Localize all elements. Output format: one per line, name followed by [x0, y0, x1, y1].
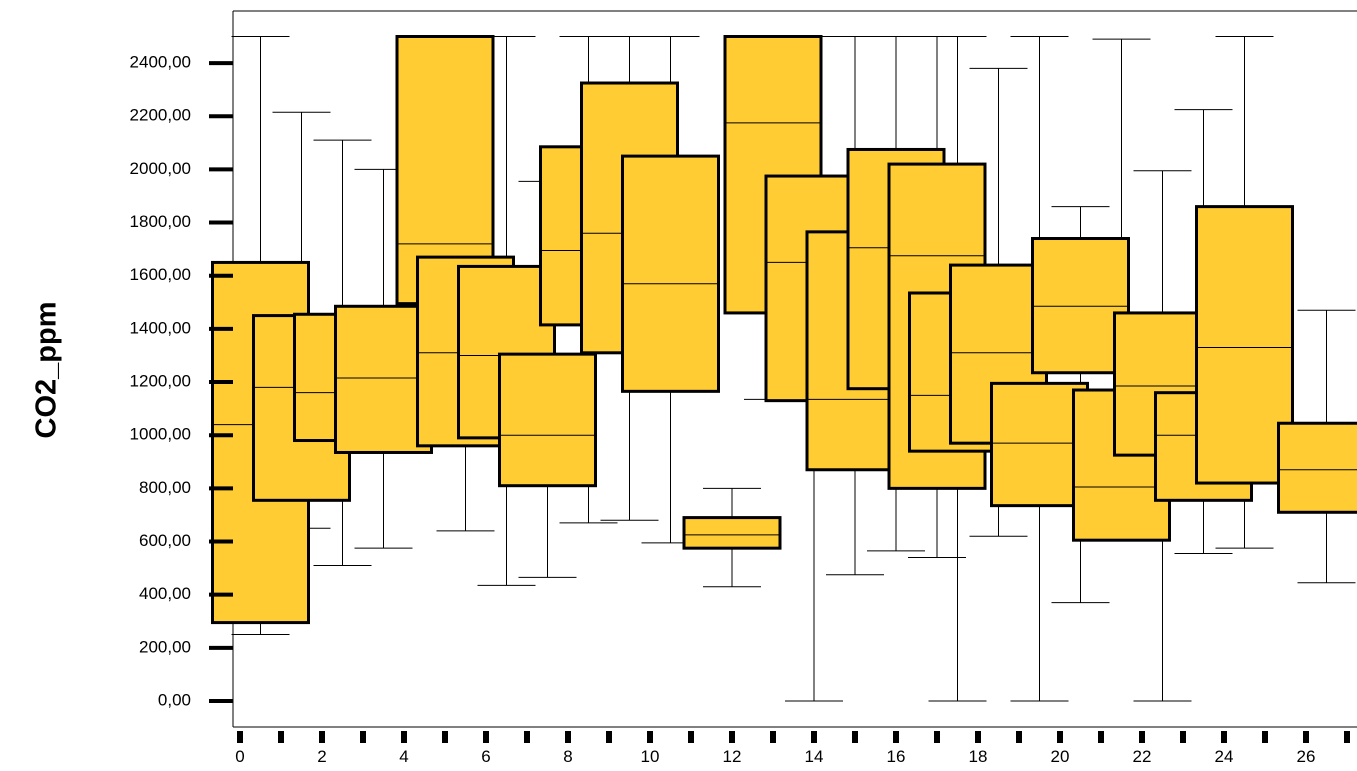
box-25: [1277, 421, 1357, 514]
y-tick-label-3: 600,00: [139, 531, 191, 550]
y-axis: 0,00 200,00 400,00 600,00 800,00 1000,00 1200,…: [130, 53, 233, 709]
y-tick-label-9: 1800,00: [130, 212, 191, 231]
box-11: [682, 516, 782, 550]
x-tick-12: [729, 731, 735, 743]
box-20: [1031, 237, 1130, 375]
boxes-group: [211, 35, 1357, 625]
y-tick-label-0: 0,00: [158, 690, 191, 709]
x-tick-26: [1303, 731, 1309, 743]
x-tick-14: [811, 731, 817, 743]
y-tick-label-2: 400,00: [139, 584, 191, 603]
x-tick-label-10: 20: [1051, 747, 1070, 766]
y-tick-label-10: 2000,00: [130, 159, 191, 178]
y-tick-label-6: 1200,00: [130, 372, 191, 391]
x-tick-21: [1098, 731, 1104, 743]
x-tick-9: [606, 731, 612, 743]
x-tick-label-3: 6: [481, 747, 490, 766]
x-tick-label-2: 4: [399, 747, 408, 766]
box-7: [498, 352, 597, 488]
y-axis-title: CO2_ppm: [31, 302, 63, 439]
x-tick-4: [401, 731, 407, 743]
box-10: [621, 154, 720, 393]
x-tick-8: [565, 731, 571, 743]
x-tick-label-7: 14: [805, 747, 824, 766]
y-tick-label-4: 800,00: [139, 478, 191, 497]
x-tick-27: [1344, 731, 1350, 743]
x-tick-15: [852, 731, 858, 743]
x-tick-6: [483, 731, 489, 743]
y-tick-label-1: 200,00: [139, 637, 191, 656]
x-tick-1: [278, 731, 284, 743]
x-tick-label-6: 12: [723, 747, 742, 766]
x-tick-24: [1221, 731, 1227, 743]
x-tick-label-13: 26: [1297, 747, 1316, 766]
x-tick-2: [319, 731, 325, 743]
x-tick-label-11: 22: [1133, 747, 1152, 766]
x-tick-label-8: 16: [887, 747, 906, 766]
x-tick-16: [893, 731, 899, 743]
x-tick-3: [360, 731, 366, 743]
x-tick-11: [688, 731, 694, 743]
x-tick-label-1: 2: [317, 747, 326, 766]
x-tick-7: [524, 731, 530, 743]
x-tick-0: [237, 731, 243, 743]
x-tick-label-12: 24: [1215, 747, 1234, 766]
x-tick-20: [1057, 731, 1063, 743]
y-tick-label-7: 1400,00: [130, 318, 191, 337]
x-tick-23: [1180, 731, 1186, 743]
x-tick-18: [975, 731, 981, 743]
x-tick-10: [647, 731, 653, 743]
y-tick-label-5: 1000,00: [130, 425, 191, 444]
x-tick-label-9: 18: [969, 747, 988, 766]
x-tick-label-0: 0: [235, 747, 244, 766]
box-24: [1195, 205, 1294, 485]
x-tick-label-4: 8: [563, 747, 572, 766]
x-tick-label-5: 10: [641, 747, 660, 766]
y-tick-label-12: 2400,00: [130, 53, 191, 72]
x-tick-17: [934, 731, 940, 743]
x-tick-25: [1262, 731, 1268, 743]
x-tick-5: [442, 731, 448, 743]
x-tick-19: [1016, 731, 1022, 743]
x-tick-22: [1139, 731, 1145, 743]
y-tick-label-8: 1600,00: [130, 265, 191, 284]
x-tick-13: [770, 731, 776, 743]
x-axis: 0 2 4 6 8 10 12 14 16 18 20 22 24 26: [235, 731, 1350, 766]
y-tick-label-11: 2200,00: [130, 106, 191, 125]
